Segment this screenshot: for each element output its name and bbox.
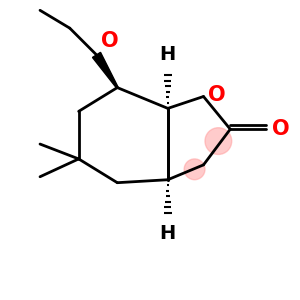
Circle shape: [184, 159, 205, 180]
Polygon shape: [92, 52, 118, 88]
Text: H: H: [160, 45, 176, 64]
Circle shape: [205, 128, 232, 154]
Text: H: H: [160, 224, 176, 243]
Text: O: O: [208, 85, 226, 105]
Text: O: O: [101, 31, 118, 51]
Text: O: O: [272, 119, 290, 139]
